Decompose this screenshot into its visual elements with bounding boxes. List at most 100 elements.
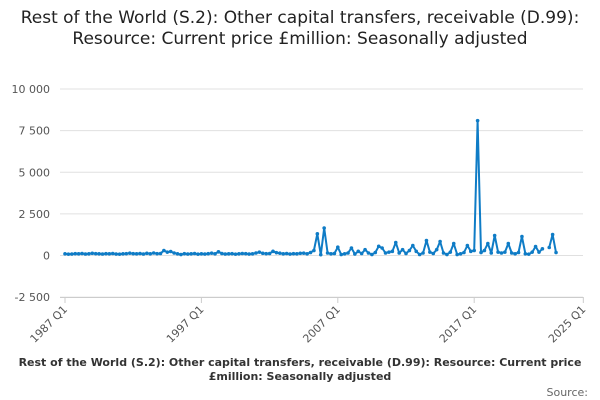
data-point bbox=[431, 251, 436, 256]
data-point bbox=[458, 252, 463, 256]
data-point bbox=[196, 252, 200, 256]
data-point bbox=[124, 251, 129, 256]
x-tick-label: 2025 Q1 bbox=[546, 303, 589, 346]
data-point bbox=[359, 251, 364, 256]
data-point bbox=[121, 252, 125, 256]
data-point bbox=[393, 240, 398, 245]
data-point bbox=[332, 251, 337, 256]
data-point bbox=[550, 232, 555, 237]
data-point bbox=[479, 250, 483, 255]
data-point bbox=[349, 246, 354, 250]
data-point bbox=[117, 252, 122, 256]
data-point bbox=[192, 251, 197, 256]
data-point bbox=[455, 252, 459, 257]
data-point bbox=[264, 251, 268, 256]
data-point bbox=[114, 252, 118, 256]
data-point bbox=[397, 251, 401, 255]
data-point bbox=[127, 251, 132, 255]
data-point bbox=[185, 252, 190, 256]
data-point bbox=[230, 251, 234, 256]
data-point bbox=[554, 250, 558, 255]
data-point bbox=[506, 241, 511, 246]
y-tick-label: 0 bbox=[43, 250, 50, 263]
data-point bbox=[70, 252, 74, 256]
data-point bbox=[104, 251, 108, 256]
source-label: Source: bbox=[546, 386, 589, 399]
data-point bbox=[158, 251, 163, 256]
data-point bbox=[380, 246, 384, 250]
data-point bbox=[226, 252, 231, 256]
data-point bbox=[240, 251, 245, 256]
data-point bbox=[134, 252, 139, 256]
data-point bbox=[537, 250, 541, 254]
data-point bbox=[342, 252, 347, 256]
y-tick-label: 5 000 bbox=[19, 166, 51, 179]
data-point bbox=[243, 251, 248, 256]
series-line bbox=[63, 118, 558, 257]
data-point bbox=[93, 251, 98, 256]
data-point bbox=[298, 251, 303, 256]
data-point bbox=[503, 250, 507, 254]
data-point bbox=[414, 249, 419, 254]
data-point bbox=[462, 250, 466, 255]
data-point bbox=[489, 251, 494, 255]
data-point bbox=[216, 250, 221, 254]
data-point bbox=[76, 252, 81, 256]
data-point bbox=[260, 251, 265, 256]
data-point bbox=[540, 247, 545, 251]
data-point bbox=[145, 251, 149, 256]
data-point bbox=[441, 251, 446, 255]
data-point bbox=[400, 247, 405, 252]
data-point bbox=[179, 252, 183, 257]
data-point bbox=[465, 243, 470, 248]
data-point bbox=[404, 251, 408, 256]
data-point bbox=[533, 244, 538, 249]
data-point bbox=[530, 250, 534, 254]
x-tick-label: 2017 Q1 bbox=[437, 303, 480, 346]
data-point bbox=[209, 251, 214, 255]
data-point bbox=[312, 248, 316, 253]
data-point bbox=[308, 250, 313, 255]
data-point bbox=[223, 252, 228, 256]
y-tick-label: 10 000 bbox=[12, 83, 51, 96]
y-tick-label: 2 500 bbox=[19, 208, 51, 221]
data-point bbox=[203, 252, 207, 256]
data-point bbox=[448, 250, 453, 254]
legend-label: Rest of the World (S.2): Other capital t… bbox=[18, 356, 582, 383]
data-point bbox=[428, 250, 432, 254]
data-point bbox=[356, 249, 361, 254]
data-point bbox=[387, 250, 391, 254]
data-point bbox=[523, 252, 528, 256]
data-point bbox=[267, 251, 272, 256]
data-point bbox=[189, 252, 193, 256]
data-point bbox=[90, 251, 95, 256]
data-point bbox=[353, 252, 357, 256]
data-point bbox=[220, 251, 224, 256]
data-point bbox=[254, 251, 258, 255]
data-point bbox=[288, 252, 292, 256]
data-point bbox=[141, 252, 146, 256]
y-axis: -2 500 0 2 500 5 000 7 500 10 000 bbox=[12, 83, 51, 304]
data-point bbox=[325, 251, 330, 255]
data-point bbox=[182, 251, 187, 256]
data-point bbox=[547, 245, 552, 250]
x-axis: 1987 Q1 1997 Q1 2007 Q1 2017 Q1 2025 Q1 bbox=[28, 297, 589, 346]
data-point bbox=[107, 252, 112, 256]
data-point bbox=[284, 251, 289, 256]
data-point bbox=[336, 245, 340, 249]
data-point bbox=[281, 252, 286, 256]
data-point bbox=[390, 249, 395, 254]
data-point bbox=[509, 251, 514, 255]
data-point bbox=[250, 252, 255, 256]
data-point bbox=[424, 238, 429, 243]
data-point bbox=[322, 226, 326, 230]
data-point bbox=[411, 243, 415, 248]
data-point bbox=[199, 252, 204, 256]
x-tick-label: 1997 Q1 bbox=[164, 303, 207, 346]
data-point bbox=[148, 252, 153, 256]
data-point bbox=[445, 252, 449, 257]
data-point bbox=[172, 251, 176, 255]
data-point bbox=[366, 251, 371, 255]
data-point bbox=[295, 252, 299, 256]
data-point bbox=[383, 251, 388, 255]
